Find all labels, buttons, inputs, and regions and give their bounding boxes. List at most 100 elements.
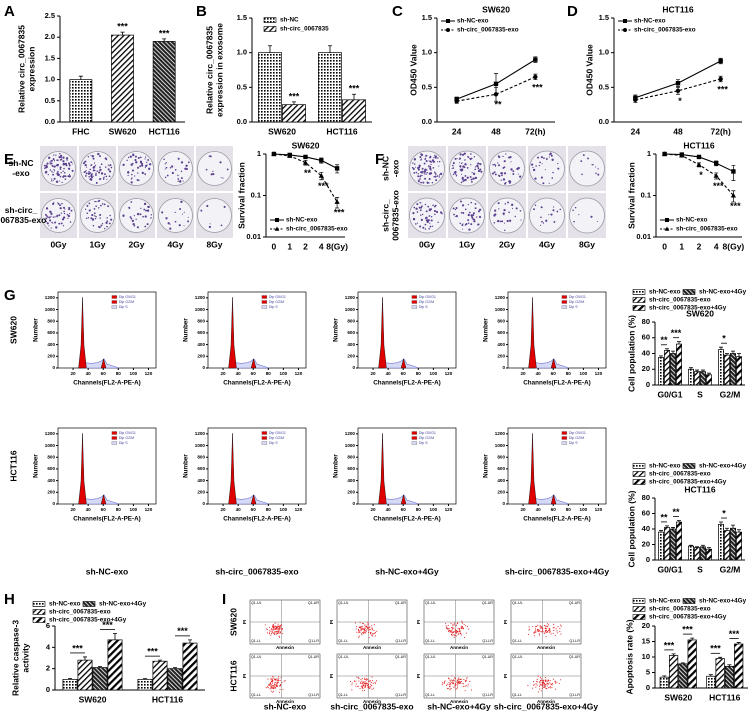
x-tick-label: 60: [401, 371, 407, 376]
event-dot: [459, 633, 461, 635]
x-tick-label: 20: [71, 507, 77, 512]
colony: [507, 201, 509, 204]
event-dot: [361, 680, 363, 682]
x-tick-label: HCT116: [149, 126, 180, 136]
colony: [479, 168, 482, 171]
culture-plate: [449, 150, 485, 187]
colony: [44, 213, 47, 216]
event-dot: [549, 631, 551, 633]
event-dot: [452, 627, 454, 629]
event-dot: [359, 631, 361, 633]
event-dot: [448, 628, 450, 630]
colony: [539, 161, 541, 164]
colony: [179, 208, 182, 210]
colony: [474, 176, 478, 180]
event-dot: [282, 632, 284, 635]
colony: [471, 216, 474, 219]
error-bar: [659, 355, 663, 358]
colony: [165, 166, 168, 169]
event-dot: [365, 685, 367, 687]
colony: [539, 224, 542, 226]
colony: [429, 215, 431, 217]
colony: [441, 213, 443, 215]
marker: [679, 152, 685, 158]
error-bar: [143, 678, 147, 680]
event-dot: [462, 683, 464, 685]
marker: [318, 172, 324, 178]
colony: [455, 215, 458, 218]
legend-label: sh-circ_0067835-exo: [457, 27, 519, 34]
legend-label: sh-circ_0067835-exo: [286, 226, 348, 233]
colony: [164, 163, 166, 165]
dose-label: 0Gy: [419, 239, 435, 249]
colony: [208, 155, 210, 157]
colony: [46, 166, 48, 168]
event-dot: [470, 689, 473, 691]
event-dot: [559, 631, 561, 633]
event-dot: [548, 629, 550, 631]
column-label: sh-NC-exo+4Gy: [427, 701, 491, 711]
colony: [47, 216, 49, 218]
significance-label: ***: [334, 207, 345, 217]
colony: [45, 207, 49, 210]
colony: [148, 167, 151, 170]
colony: [170, 165, 174, 168]
colony: [556, 210, 559, 213]
legend-label: sh-circ_0067835-exo+4Gy: [649, 479, 727, 486]
x-tick-label: HCT116: [709, 692, 740, 702]
legend-label: Dip G0/G1: [419, 431, 436, 435]
event-dot: [358, 629, 360, 631]
event-dot: [453, 636, 455, 638]
y-axis-label: activity: [20, 643, 30, 673]
colony: [69, 212, 71, 215]
colony: [422, 226, 425, 229]
event-dot: [273, 678, 275, 680]
legend-swatch: [411, 305, 418, 309]
event-dot: [453, 630, 455, 632]
x-tick-label: 80: [416, 371, 422, 376]
y-axis-label: OD450 Value: [408, 44, 418, 96]
colony: [421, 175, 423, 177]
event-dot: [537, 624, 539, 626]
event-dot: [368, 680, 370, 682]
colony: [474, 168, 477, 171]
histogram-frame: [57, 427, 157, 505]
colony: [420, 218, 423, 221]
x-tick-label: 20: [71, 371, 77, 376]
event-dot: [461, 622, 463, 624]
x-tick-label: 60: [551, 371, 557, 376]
legend-swatch: [32, 609, 46, 615]
significance-label: **: [304, 168, 312, 178]
event-dot: [535, 630, 537, 632]
bar: [668, 655, 679, 689]
event-dot: [279, 626, 281, 628]
culture-plate: [569, 197, 605, 234]
colony: [145, 209, 148, 212]
event-dot: [449, 679, 451, 681]
chart-title: SW620: [292, 140, 320, 150]
legend-swatch: [261, 300, 268, 304]
culture-plate: [158, 151, 193, 186]
event-dot: [270, 632, 273, 634]
event-dot: [454, 684, 456, 686]
colony: [438, 160, 441, 163]
colony: [137, 166, 140, 169]
event-dot: [374, 681, 376, 683]
x-tick-label: 20: [221, 507, 227, 512]
bar: [724, 530, 730, 561]
event-dot: [554, 634, 556, 636]
colony: [140, 207, 142, 210]
event-dot: [459, 678, 461, 680]
colony: [174, 211, 176, 214]
x-tick-label: 1: [679, 241, 684, 251]
colony: [431, 225, 434, 227]
colony: [132, 162, 134, 165]
colony: [49, 161, 51, 163]
event-dot: [546, 628, 548, 630]
colony: [94, 164, 97, 167]
culture-plate: [489, 197, 525, 234]
x-tick-label: 40: [86, 371, 92, 376]
colony: [96, 170, 99, 172]
event-dot: [365, 626, 367, 628]
event-dot: [559, 624, 562, 626]
